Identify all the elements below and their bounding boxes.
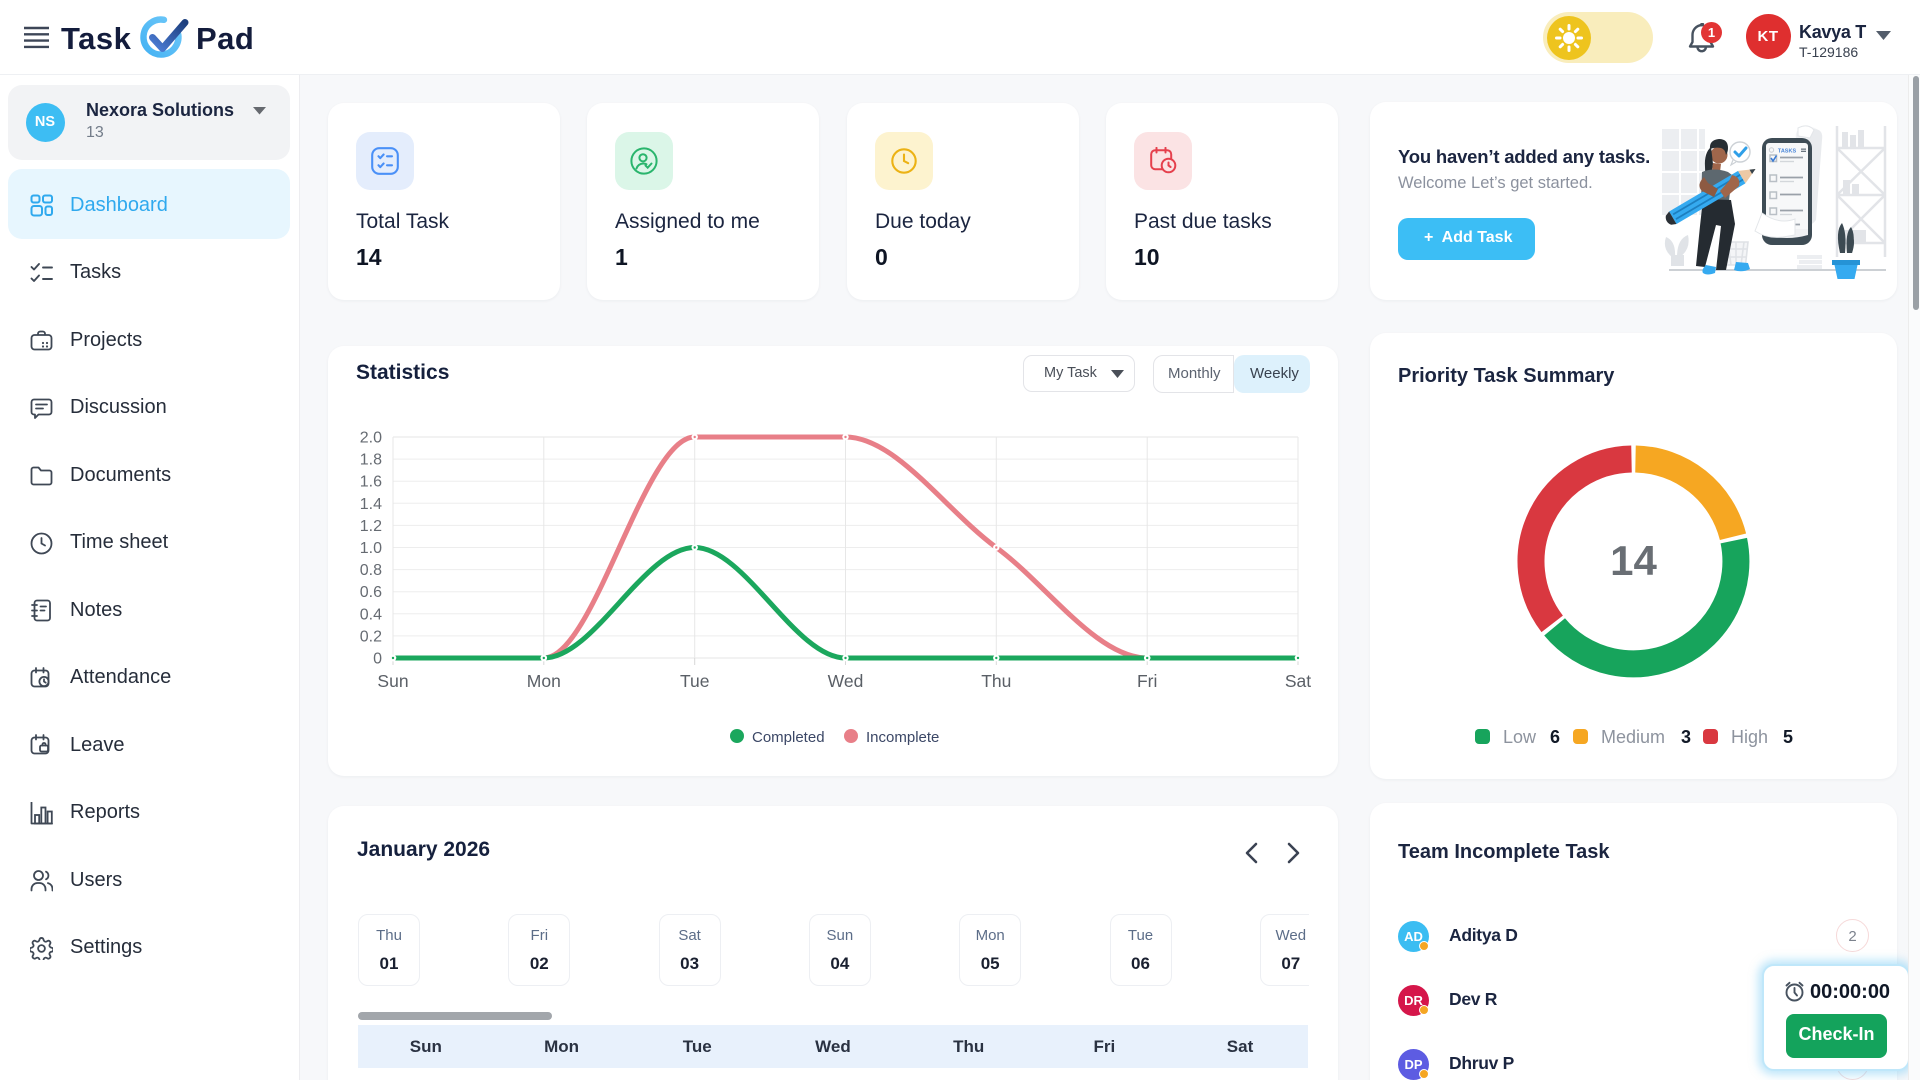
svg-text:1.4: 1.4: [360, 496, 382, 513]
svg-text:TASKS: TASKS: [1778, 149, 1797, 155]
svg-text:1.0: 1.0: [360, 540, 382, 557]
svg-text:1.6: 1.6: [360, 474, 382, 491]
svg-text:0.6: 0.6: [360, 584, 382, 601]
svg-text:Fri: Fri: [1137, 671, 1157, 691]
svg-text:1.2: 1.2: [360, 518, 382, 535]
svg-text:Thu: Thu: [981, 671, 1011, 691]
svg-text:Sat: Sat: [1285, 671, 1311, 691]
svg-text:0.4: 0.4: [360, 606, 382, 623]
svg-text:Sun: Sun: [377, 671, 408, 691]
svg-text:0: 0: [373, 651, 382, 668]
svg-text:14: 14: [1610, 537, 1657, 584]
svg-text:2.0: 2.0: [360, 430, 382, 447]
svg-text:Wed: Wed: [828, 671, 864, 691]
svg-text:Tue: Tue: [680, 671, 710, 691]
svg-text:1.8: 1.8: [360, 452, 382, 469]
svg-text:Mon: Mon: [527, 671, 561, 691]
svg-text:0.8: 0.8: [360, 562, 382, 579]
svg-text:0.2: 0.2: [360, 628, 382, 645]
